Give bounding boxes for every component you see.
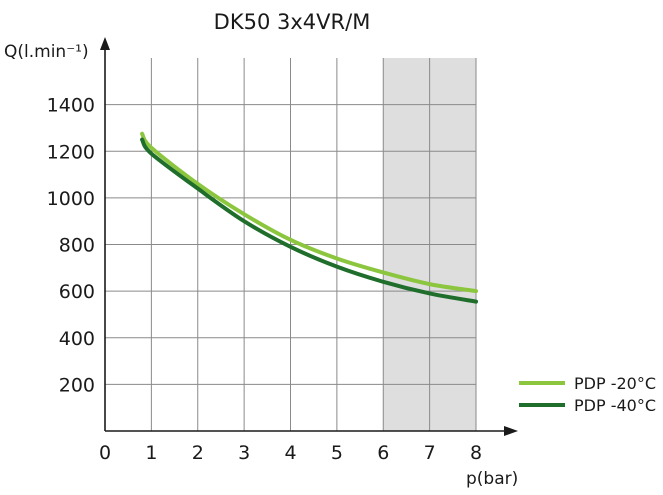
- legend: PDP -20°C PDP -40°C: [519, 374, 656, 415]
- legend-label-1: PDP -20°C: [574, 374, 656, 393]
- x-tick-label: 8: [470, 442, 482, 464]
- y-axis-label: Q(l.min⁻¹): [4, 42, 89, 62]
- x-tick-label: 2: [192, 442, 204, 464]
- chart-title: DK50 3x4VR/M: [214, 10, 371, 34]
- x-tick-label: 3: [238, 442, 250, 464]
- y-tick-labels: 200 400 600 800 1000 1200 1400: [47, 95, 95, 397]
- x-axis-label: p(bar): [466, 469, 518, 489]
- x-tick-label: 6: [377, 442, 389, 464]
- x-tick-labels: 0 1 2 3 4 5 6 7 8: [99, 442, 482, 464]
- legend-label-2: PDP -40°C: [574, 396, 656, 415]
- y-tick-label: 1000: [47, 188, 95, 210]
- y-tick-label: 600: [59, 281, 95, 303]
- axes: [100, 37, 518, 436]
- y-axis-arrow: [100, 37, 110, 50]
- x-tick-label: 1: [145, 442, 157, 464]
- y-tick-label: 200: [59, 374, 95, 396]
- x-tick-label: 4: [284, 442, 296, 464]
- y-tick-label: 1400: [47, 95, 95, 117]
- series-lines: [140, 131, 478, 304]
- x-tick-label: 5: [331, 442, 343, 464]
- x-axis-arrow: [504, 426, 518, 436]
- x-tick-label: 7: [424, 442, 436, 464]
- series-line-1: [140, 131, 478, 294]
- y-tick-label: 800: [59, 235, 95, 257]
- x-tick-label: 0: [99, 442, 111, 464]
- y-tick-label: 1200: [47, 141, 95, 163]
- y-tick-label: 400: [59, 328, 95, 350]
- series-line-2: [140, 137, 478, 304]
